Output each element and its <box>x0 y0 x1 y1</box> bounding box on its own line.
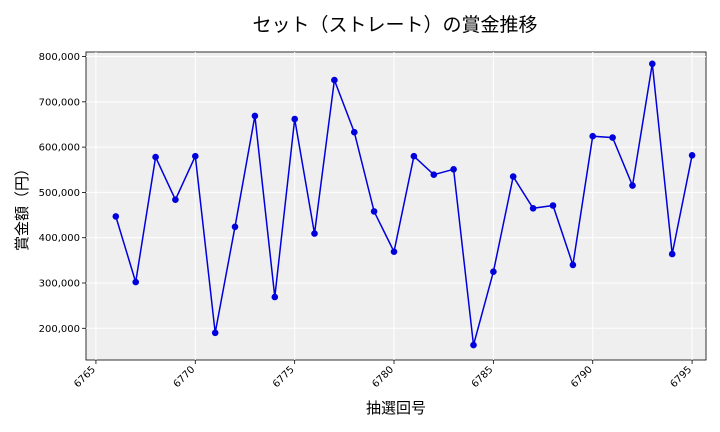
y-tick-label: 600,000 <box>39 143 80 154</box>
data-point <box>112 213 120 220</box>
series-markers <box>112 60 696 349</box>
y-axis: 200,000 300,000 400,000 500,000 600,000 700,0… <box>39 52 86 335</box>
y-tick-label: 700,000 <box>39 97 80 108</box>
x-axis-label: 抽選回号 <box>366 399 426 417</box>
x-tick-label: 6780 <box>370 364 396 390</box>
data-point <box>271 293 279 301</box>
data-point <box>132 278 139 286</box>
data-point <box>529 205 537 212</box>
y-tick-label: 500,000 <box>39 188 80 199</box>
y-tick-label: 300,000 <box>39 279 80 290</box>
y-tick-label: 200,000 <box>39 324 80 335</box>
data-point <box>331 76 338 84</box>
data-point <box>470 341 477 349</box>
data-point <box>152 153 159 161</box>
data-point <box>251 112 259 120</box>
chart-title: セット（ストレート）の賞金推移 <box>252 14 537 36</box>
data-point <box>351 128 358 136</box>
data-point <box>291 115 299 123</box>
data-point <box>509 173 517 180</box>
x-tick-label: 6785 <box>470 364 496 390</box>
y-axis-label: 賞金額（円） <box>13 161 31 251</box>
data-point <box>410 152 418 160</box>
y-tick-label: 800,000 <box>39 52 80 63</box>
x-tick-label: 6795 <box>668 364 694 390</box>
data-point <box>172 196 179 203</box>
data-point <box>668 250 676 258</box>
series-line <box>115 63 693 346</box>
x-tick-label: 6775 <box>271 364 297 390</box>
data-point <box>231 223 239 231</box>
data-point <box>490 268 497 276</box>
plot-area <box>85 51 707 361</box>
grid-lines <box>86 52 706 360</box>
x-tick-label: 6765 <box>72 364 98 390</box>
data-point <box>569 261 577 269</box>
data-point <box>688 152 696 159</box>
data-point <box>390 248 398 255</box>
data-point <box>430 171 438 178</box>
x-tick-label: 6770 <box>172 364 198 390</box>
y-tick-label: 400,000 <box>39 233 80 244</box>
data-point <box>609 134 616 141</box>
data-point <box>211 329 219 337</box>
data-point <box>589 132 596 140</box>
data-point <box>549 202 557 209</box>
x-tick-label: 6790 <box>569 364 595 390</box>
data-point <box>629 182 636 189</box>
data-point <box>649 60 656 68</box>
data-point <box>192 152 199 160</box>
data-point <box>311 230 318 237</box>
data-point <box>450 166 457 173</box>
x-axis: 6765 6770 6775 6780 6785 6790 6795 <box>72 360 694 390</box>
data-point <box>370 208 378 215</box>
